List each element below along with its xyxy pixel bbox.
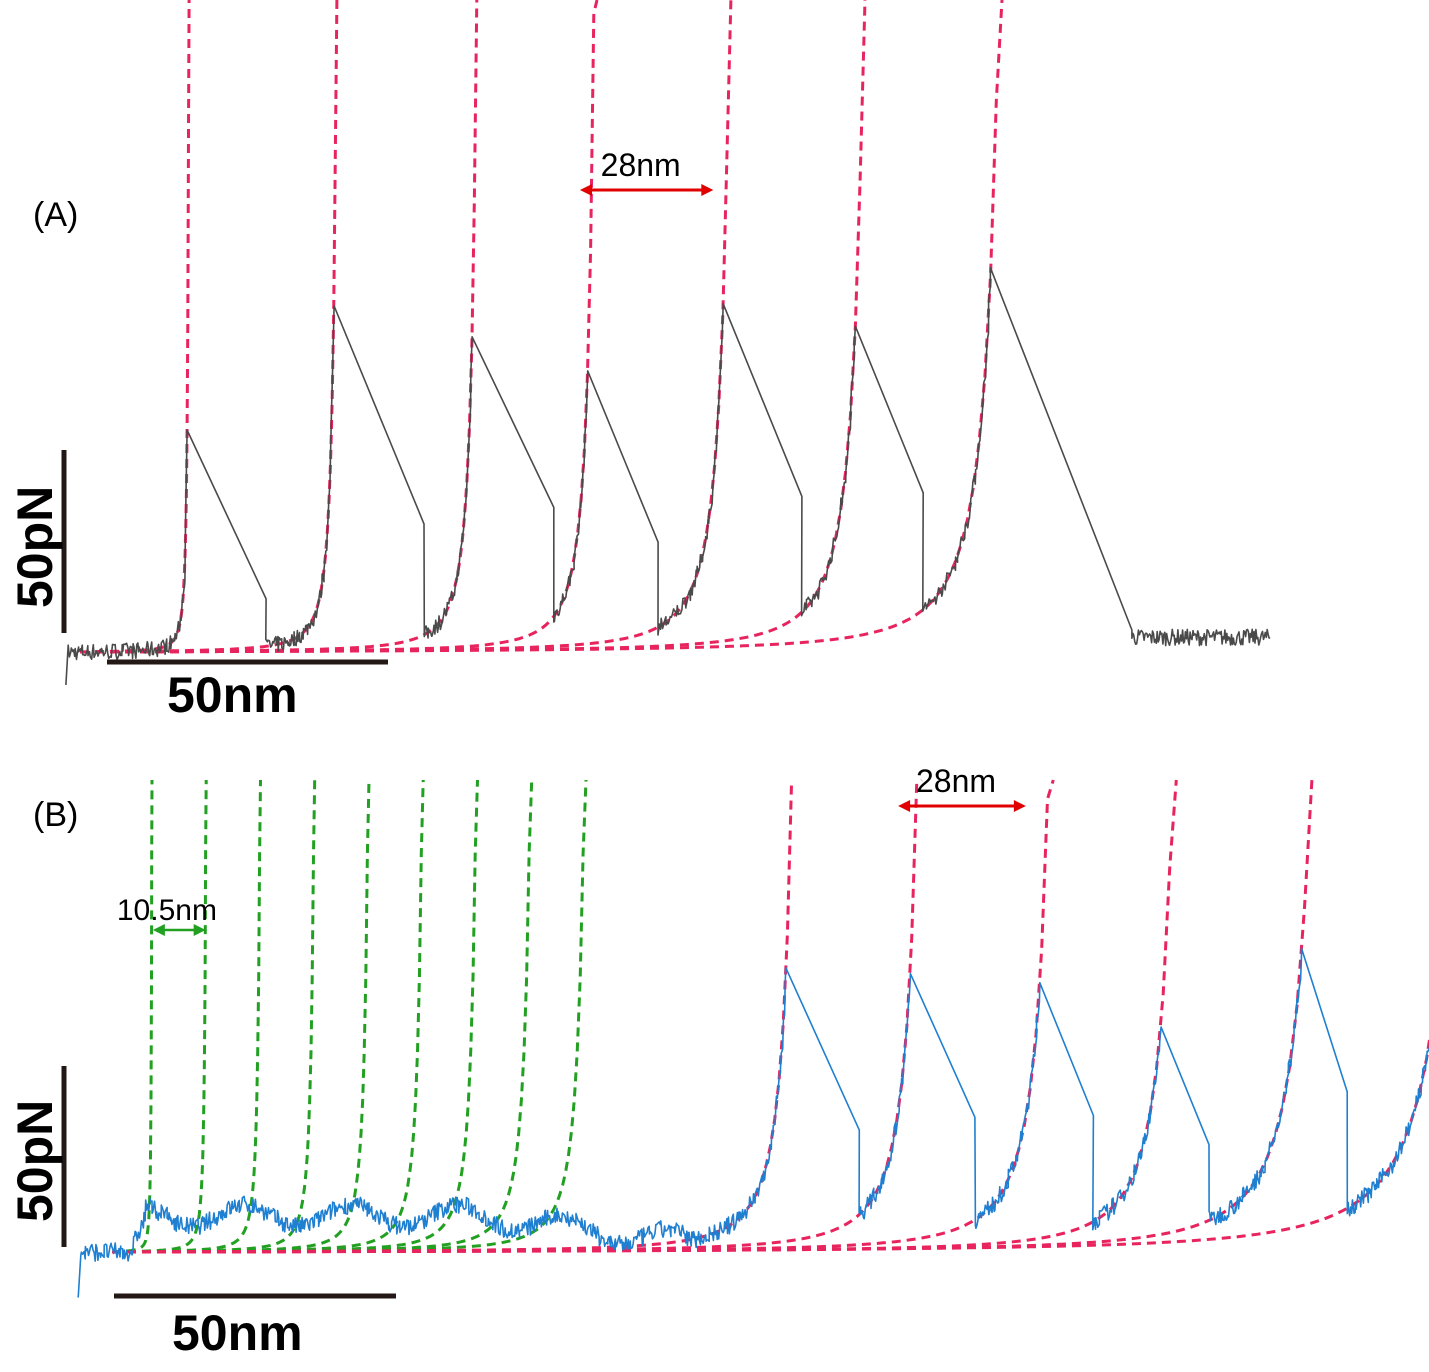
wlc-fit-short-b-6 <box>112 779 425 1254</box>
wlc-fits-b <box>112 778 1429 1254</box>
force-scale-label-a: 50pN <box>7 486 63 608</box>
wlc-fit-b-1 <box>112 779 794 1254</box>
distance-scale-label-a: 50nm <box>167 667 298 723</box>
panel-label-a: (A) <box>33 196 78 234</box>
wlc-fit-a-5 <box>80 0 733 654</box>
label-10-5nm-b: 10.5nm <box>117 894 217 927</box>
wlc-fit-short-b-9 <box>112 779 588 1254</box>
label-28nm-a: 28nm <box>601 147 681 183</box>
panel-b: 28nm 10.5nm (B) 50pN 50nm <box>7 763 1429 1361</box>
distance-arrow-a: 28nm <box>579 147 714 196</box>
arrow-28nm-b-head-right <box>1013 800 1026 812</box>
wlc-fit-b-6 <box>112 1033 1429 1254</box>
label-28nm-b: 28nm <box>916 763 996 799</box>
wlc-fit-a-3 <box>80 0 479 654</box>
wlc-fit-a-1 <box>80 0 191 654</box>
wlc-fit-b-4 <box>112 779 1178 1254</box>
wlc-fit-short-b-8 <box>112 779 534 1254</box>
arrow-28nm-a-head-right <box>701 184 714 196</box>
arrow-10-5nm-b-head-left <box>152 924 165 936</box>
wlc-fit-b-2 <box>112 778 923 1254</box>
arrow-10-5nm-b-head-right <box>193 924 206 936</box>
arrow-28nm-b-head-left <box>898 800 911 812</box>
force-scale-label-b: 50pN <box>7 1100 63 1222</box>
distance-scale-label-b: 50nm <box>172 1305 303 1361</box>
force-trace-a <box>65 266 1271 685</box>
arrow-28nm-a-head-left <box>579 184 592 196</box>
trace-b <box>77 947 1429 1298</box>
wlc-fit-a-7 <box>80 0 1004 654</box>
wlc-fit-a-4 <box>80 0 599 654</box>
panel-label-b: (B) <box>33 796 78 834</box>
wlc-fit-short-b-4 <box>112 779 317 1254</box>
wlc-fit-short-b-3 <box>112 779 262 1254</box>
trace-a <box>65 266 1271 685</box>
panel-a: 28nm (A) 50pN 50nm <box>7 0 1271 723</box>
wlc-fit-short-b-1 <box>112 779 154 1254</box>
wlc-fit-a-2 <box>80 0 339 654</box>
wlc-fit-short-b-2 <box>112 779 208 1254</box>
distance-arrows-b: 28nm 10.5nm <box>117 763 1026 936</box>
force-trace-b <box>77 947 1429 1298</box>
wlc-fits-a <box>80 0 1004 654</box>
